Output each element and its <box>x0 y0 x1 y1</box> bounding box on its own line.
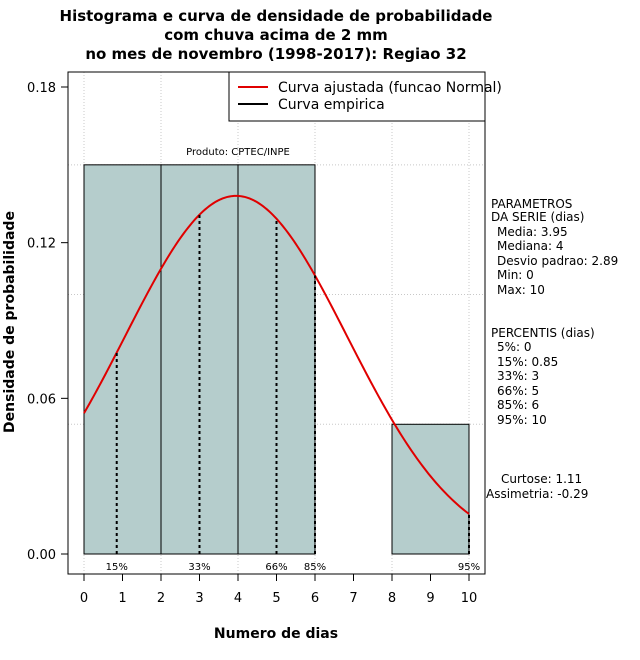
chart-title-line-2: com chuva acima de 2 mm <box>164 26 388 44</box>
percentile-marker-label-4: 95% <box>458 562 480 573</box>
x-tick-label: 9 <box>426 591 434 606</box>
x-axis-label: Numero de dias <box>214 626 338 642</box>
normal-fit-curve <box>83 194 470 515</box>
x-tick-label: 8 <box>388 591 396 606</box>
x-tick-label: 3 <box>195 591 203 606</box>
x-tick-label: 2 <box>157 591 165 606</box>
percentile-line-6: 95%: 10 <box>497 413 547 427</box>
x-tick-label: 6 <box>311 591 319 606</box>
curve-layer <box>83 194 470 515</box>
percentile-line-2: 15%: 0.85 <box>497 355 558 369</box>
kurtosis-label: Curtose: 1.11 <box>501 472 582 486</box>
percentile-line-0: PERCENTIS (dias) <box>491 326 595 340</box>
param-line-0: PARAMETROS <box>491 197 572 211</box>
percentile-line-4: 66%: 5 <box>497 384 539 398</box>
histogram-bar-4 <box>391 423 470 555</box>
y-tick-label: 0.12 <box>27 237 56 252</box>
percentile-marker-label-1: 33% <box>188 562 210 573</box>
legend-box <box>228 71 486 122</box>
percentile-marker-label-2: 66% <box>265 562 287 573</box>
param-line-6: Max: 10 <box>497 283 545 297</box>
y-tick-label: 0.18 <box>27 81 56 96</box>
legend-label-normal-curve: Curva ajustada (funcao Normal) <box>278 80 502 96</box>
parameters-panel: PARAMETROS DA SERIE (dias) Media: 3.95 M… <box>491 197 618 297</box>
legend: Curva ajustada (funcao Normal) Curva emp… <box>228 71 502 122</box>
product-label: Produto: CPTEC/INPE <box>186 147 290 158</box>
y-axis-label: Densidade de probabilidade <box>2 211 18 433</box>
param-line-2: Media: 3.95 <box>497 225 568 239</box>
percentile-marker-layer: 15% 33% 66% 85% 95% <box>106 214 480 573</box>
param-line-4: Desvio padrao: 2.89 <box>497 254 618 268</box>
percentile-marker-label-0: 15% <box>106 562 128 573</box>
chart-title-line-3: no mes de novembro (1998-2017): Regiao 3… <box>85 45 466 63</box>
x-tick-label: 7 <box>349 591 357 606</box>
param-line-1: DA SERIE (dias) <box>491 210 584 224</box>
legend-label-empirical-curve: Curva empirica <box>278 97 385 113</box>
percentiles-panel: PERCENTIS (dias) 5%: 0 15%: 0.85 33%: 3 … <box>491 326 595 427</box>
x-tick-label: 5 <box>272 591 280 606</box>
y-tick-label: 0.00 <box>27 548 56 563</box>
x-tick-label: 10 <box>461 591 478 606</box>
chart-title-line-1: Histograma e curva de densidade de proba… <box>60 7 493 25</box>
param-line-5: Min: 0 <box>497 268 534 282</box>
histogram-bar-0 <box>83 164 162 555</box>
x-tick-label: 0 <box>80 591 88 606</box>
y-tick-label: 0.06 <box>27 392 56 407</box>
percentile-line-3: 33%: 3 <box>497 369 539 383</box>
percentile-marker-label-3: 85% <box>304 562 326 573</box>
percentile-line-1: 5%: 0 <box>497 340 532 354</box>
axis-layer: 0 1 2 3 4 5 6 7 8 9 10 0.00 0.06 0.12 0.18 <box>27 81 477 606</box>
x-tick-label: 1 <box>118 591 126 606</box>
x-tick-label: 4 <box>234 591 242 606</box>
percentile-line-5: 85%: 6 <box>497 398 539 412</box>
param-line-3: Mediana: 4 <box>497 239 564 253</box>
skewness-label: Assimetria: -0.29 <box>486 487 588 501</box>
